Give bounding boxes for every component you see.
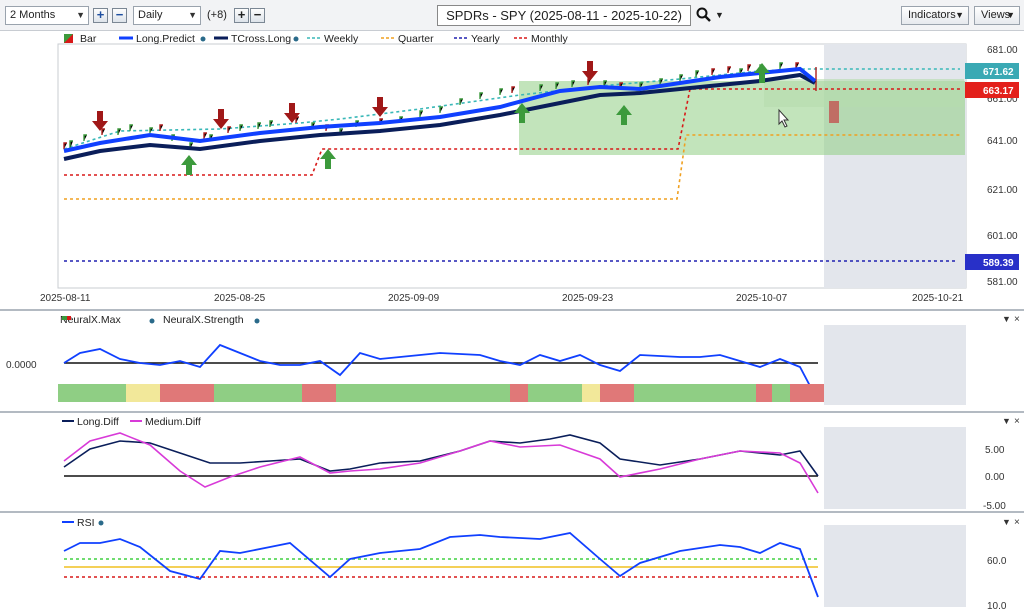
chart-toolbar: 2 Months ▼ + − Daily ▼ (+8) + − SPDRs - … xyxy=(0,0,1024,31)
y-tick-label: 661.00 xyxy=(987,94,1018,105)
y-tick-label: 0.0000 xyxy=(6,360,37,371)
x-tick-label: 2025-09-09 xyxy=(388,293,440,304)
y-tick-label: 621.00 xyxy=(987,185,1018,196)
price-tag-label: 663.17 xyxy=(983,86,1014,97)
remove-bars-button[interactable]: − xyxy=(250,8,265,23)
x-tick-label: 2025-10-21 xyxy=(912,293,964,304)
close-icon[interactable]: × xyxy=(1014,314,1020,325)
mouse-cursor-icon xyxy=(778,108,790,128)
price-y-axis: 681.00 661.00 641.00 621.00 601.00 581.0… xyxy=(987,45,1018,288)
y-tick-label: 681.00 xyxy=(987,45,1018,56)
interval-dropdown[interactable]: Daily ▼ xyxy=(133,6,201,25)
up-arrow-markers xyxy=(181,63,770,175)
indicators-label: Indicators xyxy=(908,9,956,21)
views-button[interactable]: Views ▼ xyxy=(974,6,1020,25)
price-tag xyxy=(965,254,1019,270)
views-label: Views xyxy=(981,9,1011,21)
price-legend: Bar Long.Predict TCross.Long Weekly Quar… xyxy=(64,33,569,45)
y-tick-label: 0.00 xyxy=(985,472,1005,483)
chevron-down-icon[interactable]: ▼ xyxy=(715,10,724,20)
price-bars xyxy=(69,62,783,149)
rsi-panel[interactable]: RSI 60.0 10.0 ▼ × xyxy=(62,517,1020,612)
interval-value: Daily xyxy=(138,9,163,21)
legend-label: Monthly xyxy=(531,33,569,45)
rsi-line xyxy=(63,532,819,598)
y-tick-label: 60.0 xyxy=(987,556,1007,567)
long-diff-line xyxy=(63,434,819,477)
y-tick-label: -5.00 xyxy=(983,501,1006,512)
y-tick-label: 581.00 xyxy=(987,277,1018,288)
x-tick-label: 2025-09-23 xyxy=(562,293,614,304)
future-zone xyxy=(824,325,966,405)
legend-label: Medium.Diff xyxy=(145,416,201,428)
symbol-title[interactable]: SPDRs - SPY (2025-08-11 - 2025-10-22) xyxy=(437,5,691,26)
down-arrow-markers xyxy=(92,61,598,131)
price-tag-label: 589.39 xyxy=(983,258,1014,269)
zoom-out-button[interactable]: − xyxy=(112,8,127,23)
x-tick-label: 2025-08-25 xyxy=(214,293,266,304)
chevron-down-icon: ▼ xyxy=(76,10,85,20)
y-tick-label: 10.0 xyxy=(987,601,1007,612)
price-tags: 671.62 663.17 589.39 xyxy=(965,63,1019,270)
price-tag xyxy=(965,63,1019,79)
projected-bar xyxy=(829,101,839,123)
collapse-icon[interactable]: ▼ xyxy=(1002,416,1011,426)
legend-label: TCross.Long xyxy=(231,33,291,45)
quarter-level-line xyxy=(64,134,960,200)
symbol-title-text: SPDRs - SPY (2025-08-11 - 2025-10-22) xyxy=(446,8,682,23)
future-zone xyxy=(824,427,966,509)
timeframe-dropdown[interactable]: 2 Months ▼ xyxy=(5,6,89,25)
legend-label: RSI xyxy=(77,517,95,529)
future-zone xyxy=(824,525,966,607)
x-tick-label: 2025-10-07 xyxy=(736,293,788,304)
x-tick-label: 2025-08-11 xyxy=(40,293,91,304)
collapse-icon[interactable]: ▼ xyxy=(1002,517,1011,527)
legend-label: Bar xyxy=(80,33,97,45)
y-tick-label: 5.00 xyxy=(985,445,1005,456)
y-tick-label: 601.00 xyxy=(987,231,1018,242)
chevron-down-icon: ▼ xyxy=(955,10,964,20)
chevron-down-icon: ▼ xyxy=(1006,10,1015,20)
legend-label: Long.Predict xyxy=(136,33,195,45)
timeframe-value: 2 Months xyxy=(10,9,56,21)
collapse-icon[interactable]: ▼ xyxy=(1002,314,1011,324)
chart-area[interactable]: Bar Long.Predict TCross.Long Weekly Quar… xyxy=(0,31,1024,616)
indicators-button[interactable]: Indicators ▼ xyxy=(901,6,969,25)
zoom-in-button[interactable]: + xyxy=(93,8,108,23)
neuralx-max-bar xyxy=(58,384,824,402)
legend-label: Long.Diff xyxy=(77,416,119,428)
bar-count-label: (+8) xyxy=(207,9,227,21)
chevron-down-icon: ▼ xyxy=(188,10,197,20)
y-tick-label: 641.00 xyxy=(987,136,1018,147)
add-bars-button[interactable]: + xyxy=(234,8,249,23)
price-tag-label: 671.62 xyxy=(983,67,1014,78)
projection-zone-upper xyxy=(764,79,964,107)
legend-label: Weekly xyxy=(324,33,359,45)
close-icon[interactable]: × xyxy=(1014,416,1020,427)
price-x-axis: 2025-08-11 2025-08-25 2025-09-09 2025-09… xyxy=(40,293,964,304)
neuralx-strength-line xyxy=(63,343,819,402)
medium-diff-line xyxy=(63,432,819,494)
legend-label: NeuralX.Strength xyxy=(163,314,244,326)
price-tag xyxy=(965,82,1019,98)
close-icon[interactable]: × xyxy=(1014,517,1020,528)
legend-label: Yearly xyxy=(471,33,501,45)
neuralx-panel[interactable]: NeuralX.Max NeuralX.Strength 0.0000 ▼ × xyxy=(6,314,1020,405)
search-icon[interactable] xyxy=(696,7,712,23)
legend-label: Quarter xyxy=(398,33,434,45)
monthly-level-line xyxy=(64,88,960,176)
tcross-long-line xyxy=(63,72,816,161)
legend-label: NeuralX.Max xyxy=(60,314,121,326)
diff-panel[interactable]: Long.Diff Medium.Diff 5.00 0.00 -5.00 ▼ … xyxy=(62,416,1020,512)
long-predict-line xyxy=(63,66,817,153)
price-panel[interactable]: Bar Long.Predict TCross.Long Weekly Quar… xyxy=(40,33,1019,304)
